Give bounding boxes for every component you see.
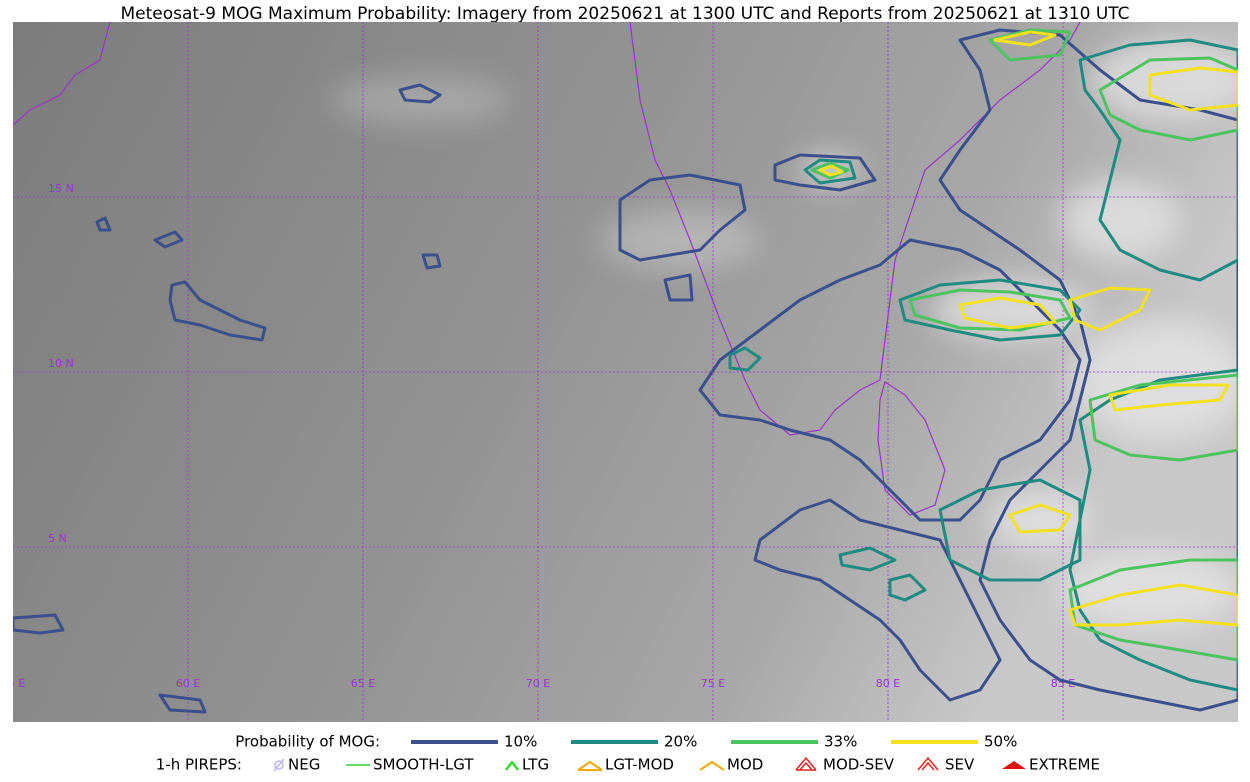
contour	[153, 230, 184, 249]
contour	[1108, 383, 1230, 412]
contour	[1148, 66, 1238, 112]
legend-label: SEV	[945, 756, 975, 774]
lon-label: 65 E	[351, 677, 375, 690]
contour	[1068, 558, 1238, 662]
contour	[898, 278, 1082, 342]
contour	[888, 573, 927, 602]
legend-label: 33%	[824, 733, 857, 751]
contour	[728, 346, 762, 372]
lat-label: 15 N	[48, 182, 74, 195]
contour	[988, 28, 1072, 62]
lon-label: 85 E	[1051, 677, 1075, 690]
legend-label: NEG	[288, 756, 320, 774]
legend-label: MOD-SEV	[823, 756, 895, 774]
lat-label: 10 N	[48, 357, 74, 370]
pirep-icon	[917, 756, 939, 771]
map: 55 E 60 E 65 E 70 E 75 E 80 E 85 E 15 N 10 N 5 N	[1, 22, 1238, 722]
contour	[698, 238, 1082, 522]
pirep-icon	[505, 760, 519, 771]
contour	[1078, 38, 1238, 282]
contour	[773, 153, 877, 192]
contour	[838, 546, 897, 572]
legend-label: LTG	[522, 756, 549, 774]
contour	[818, 164, 844, 177]
contour	[1098, 56, 1238, 142]
clouds	[330, 40, 1238, 630]
contour	[958, 296, 1057, 330]
contour	[1008, 503, 1072, 534]
contour	[421, 253, 442, 270]
legend-title: 1-h PIREPS:	[156, 756, 242, 774]
pirep-icon	[577, 760, 603, 771]
pirep-icon	[273, 758, 285, 772]
contour	[908, 288, 1072, 332]
lon-label: 75 E	[701, 677, 725, 690]
contour	[95, 216, 112, 232]
legend-title: Probability of MOG:	[235, 733, 380, 751]
contour	[810, 161, 850, 180]
contour	[803, 158, 857, 185]
legend-label: EXTREME	[1029, 756, 1100, 774]
lon-label: 70 E	[526, 677, 550, 690]
pirep-icon	[1002, 761, 1026, 769]
contour	[663, 273, 694, 302]
legend-label: 50%	[984, 733, 1017, 751]
contour	[993, 30, 1057, 47]
contour	[1088, 373, 1238, 462]
legend-label: SMOOTH-LGT	[373, 756, 474, 774]
legend-label: LGT-MOD	[605, 756, 674, 774]
contour	[168, 280, 267, 342]
contour	[398, 83, 442, 104]
legend-label: MOD	[727, 756, 763, 774]
lon-label: 80 E	[876, 677, 900, 690]
lat-label: 5 N	[48, 532, 67, 545]
legend-label: 20%	[664, 733, 697, 751]
legend: Probability of MOG: 10% 20% 33% 50% 1-h PIREP…	[156, 733, 1100, 774]
legend-label: 10%	[504, 733, 537, 751]
title: Meteosat-9 MOG Maximum Probability: Imag…	[120, 4, 1129, 24]
contour	[938, 478, 1082, 582]
pirep-icon	[699, 760, 725, 771]
contour	[1068, 583, 1238, 627]
contour	[13, 613, 65, 635]
contours	[13, 28, 1238, 714]
coastline	[13, 22, 1081, 516]
contour	[158, 693, 207, 714]
lon-label: 60 E	[176, 677, 200, 690]
pirep-icon	[795, 756, 817, 771]
contour	[618, 173, 747, 262]
lon-label: 55 E	[1, 677, 25, 690]
contour	[753, 498, 1002, 702]
contour	[1068, 286, 1152, 332]
